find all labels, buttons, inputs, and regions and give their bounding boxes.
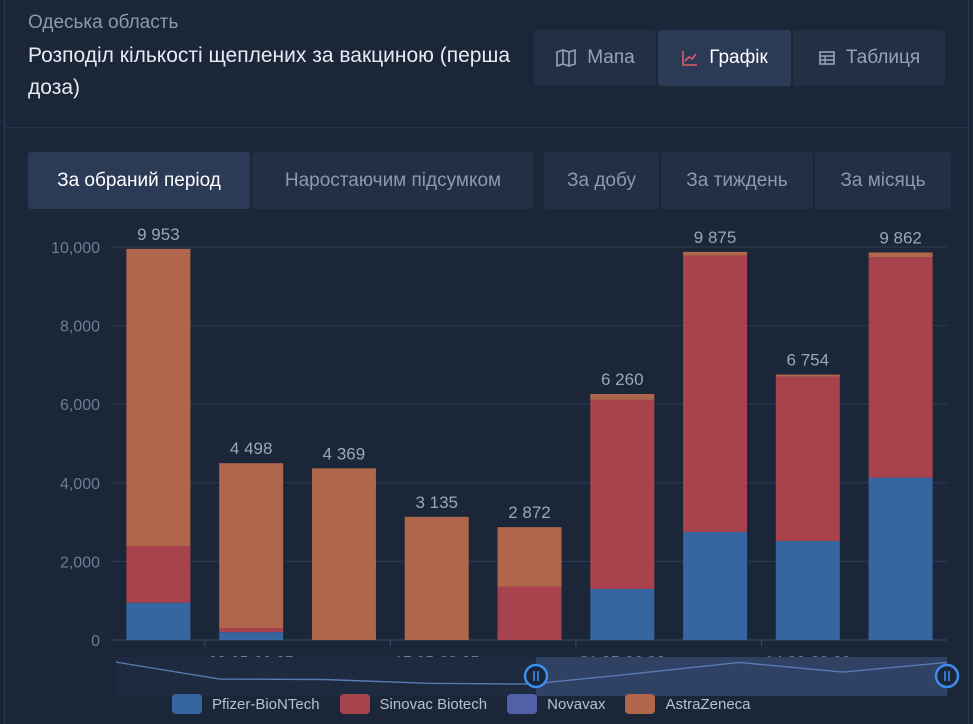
tab-table-label: Таблиця [845, 47, 921, 68]
tab-table[interactable]: Таблиця [793, 30, 945, 86]
bar-segment-pfizer [590, 588, 655, 640]
tab-cumulative[interactable]: Наростаючим підсумком [252, 152, 534, 209]
bar-segment-pfizer [219, 632, 284, 640]
region-name: Одеська область [28, 12, 179, 33]
map-icon [556, 49, 577, 67]
y-tick-label: 0 [91, 633, 100, 650]
table-icon [819, 51, 835, 65]
bar-total-label: 6 260 [601, 370, 644, 389]
bar-segment-astrazeneca [219, 463, 284, 629]
legend-label-sinovac: Sinovac Biotech [379, 695, 488, 713]
tab-map[interactable]: Мапа [534, 30, 656, 86]
bar-segment-sinovac [219, 628, 284, 633]
y-tick-label: 2,000 [60, 554, 100, 571]
legend-swatch-pfizer [172, 694, 202, 714]
bar-segment-sinovac [126, 546, 191, 603]
bar-total-label: 9 953 [137, 225, 180, 244]
y-tick-label: 6,000 [60, 397, 100, 414]
legend-label-novavax: Novavax [547, 695, 606, 713]
legend-item-novavax[interactable]: Novavax [507, 694, 605, 714]
tab-chart-label: Графік [709, 47, 768, 68]
bar-segment-astrazeneca [497, 527, 562, 587]
tab-chart[interactable]: Графік [658, 30, 791, 86]
bar-total-label: 2 872 [508, 503, 551, 522]
view-tabs: Мапа Графік Таблиця [534, 30, 945, 86]
bar-total-label: 9 875 [694, 228, 737, 247]
tab-daily[interactable]: За добу [544, 152, 659, 209]
legend-swatch-sinovac [339, 694, 370, 714]
y-tick-label: 8,000 [60, 319, 100, 336]
zoom-handle-right[interactable] [934, 663, 960, 689]
period-tabs: За обраний період Наростаючим підсумком … [28, 152, 951, 209]
bar-segment-astrazeneca [775, 374, 840, 377]
bar-segment-pfizer [775, 540, 840, 640]
bar-segment-astrazeneca [404, 516, 469, 640]
bar-segment-pfizer [868, 477, 933, 640]
y-tick-label: 4,000 [60, 476, 100, 493]
bar-segment-sinovac [868, 257, 933, 478]
legend-swatch-novavax [507, 694, 538, 714]
tab-monthly[interactable]: За місяць [815, 152, 951, 209]
bar-segment-pfizer [126, 602, 191, 640]
bar-segment-astrazeneca [590, 393, 655, 400]
bar-total-label: 3 135 [415, 493, 458, 512]
bar-total-label: 4 498 [230, 439, 273, 458]
legend-item-astrazeneca[interactable]: AstraZeneca [625, 694, 751, 714]
bar-total-label: 6 754 [787, 351, 830, 370]
bar-segment-astrazeneca [868, 252, 933, 258]
bar-total-label: 4 369 [323, 444, 366, 463]
bar-segment-astrazeneca [126, 248, 191, 547]
line-chart-icon [682, 51, 698, 66]
zoom-handle-left[interactable] [523, 663, 549, 689]
legend: Pfizer-BioNTech Sinovac Biotech Novavax … [172, 694, 751, 714]
legend-label-pfizer: Pfizer-BioNTech [212, 695, 320, 713]
bar-segment-astrazeneca [683, 251, 748, 256]
legend-swatch-astrazeneca [625, 694, 656, 714]
tab-weekly[interactable]: За тиждень [661, 152, 813, 209]
tab-selected-period[interactable]: За обраний період [28, 152, 250, 209]
bar-segment-pfizer [683, 531, 748, 640]
bar-segment-astrazeneca [311, 468, 376, 640]
legend-label-astrazeneca: AstraZeneca [665, 695, 751, 713]
bar-segment-sinovac [497, 586, 562, 640]
bar-segment-sinovac [683, 255, 748, 532]
chart-title: Розподіл кількості щеплених за вакциною … [28, 44, 511, 99]
legend-item-sinovac[interactable]: Sinovac Biotech [339, 694, 488, 714]
tab-map-label: Мапа [587, 47, 635, 68]
header-divider [4, 127, 969, 128]
bar-total-label: 9 862 [879, 228, 922, 247]
bar-segment-sinovac [775, 376, 840, 541]
y-tick-label: 10,000 [51, 240, 100, 257]
bar-segment-sinovac [590, 399, 655, 589]
legend-item-pfizer[interactable]: Pfizer-BioNTech [172, 694, 320, 714]
